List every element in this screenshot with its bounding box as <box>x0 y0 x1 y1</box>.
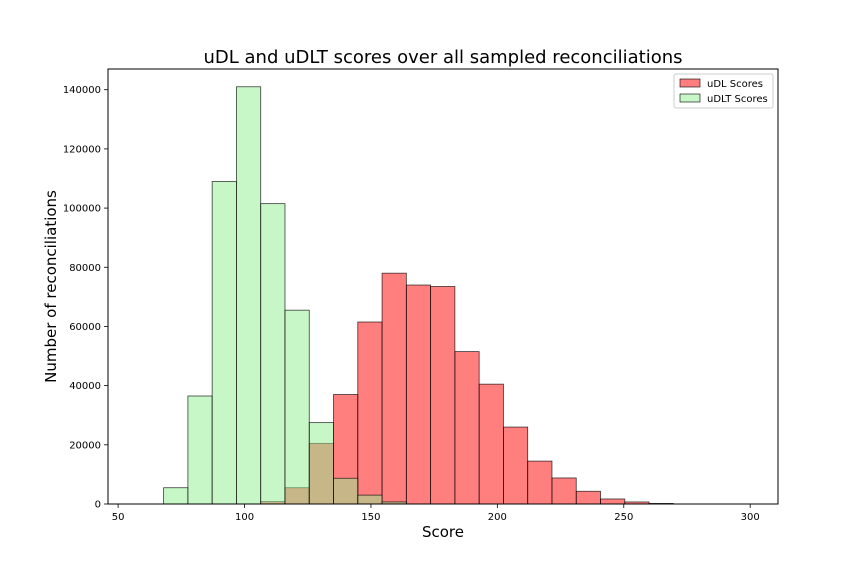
legend-swatch-udl <box>679 78 701 88</box>
bar-udl-scores-14 <box>503 426 529 505</box>
bar-udl-scores-12 <box>454 351 480 505</box>
bars-layer <box>163 86 674 505</box>
bar-udl-scores-9 <box>381 272 407 505</box>
legend-label-udl: uDL Scores <box>707 79 763 90</box>
chart-title: uDL and uDLT scores over all sampled rec… <box>204 47 683 68</box>
x-tick-label: 100 <box>235 512 254 523</box>
y-axis-label: Number of reconciliations <box>42 190 60 383</box>
y-tick-label: 100000 <box>63 204 101 215</box>
y-tick-label: 0 <box>95 500 101 511</box>
legend-swatch-udlt <box>679 93 701 103</box>
bar-udlt-scores-7 <box>333 477 359 505</box>
bar-udl-scores-8 <box>357 321 383 505</box>
bar-udlt-scores-3 <box>236 86 262 505</box>
x-axis-label: Score <box>422 523 464 541</box>
x-tick-label: 300 <box>741 512 760 523</box>
bar-udl-scores-18 <box>600 498 626 505</box>
legend-label-udlt: uDLT Scores <box>707 94 768 105</box>
bar-udlt-scores-4 <box>260 203 286 505</box>
bar-udlt-scores-2 <box>211 181 237 505</box>
x-tick-label: 250 <box>614 512 633 523</box>
plot-frame <box>107 68 779 505</box>
y-axis-ticks: 0 20000 40000 60000 80000 100000 120000 140000 <box>63 85 108 511</box>
y-tick-label: 140000 <box>63 85 101 96</box>
x-axis-ticks: 50 100 150 200 250 300 <box>112 504 760 523</box>
bar-udlt-scores-5 <box>284 309 310 505</box>
y-tick-label: 60000 <box>69 322 101 333</box>
y-tick-label: 80000 <box>69 263 101 274</box>
bar-udl-scores-10 <box>405 284 432 505</box>
y-tick-label: 40000 <box>69 381 101 392</box>
bar-udlt-scores-6 <box>308 422 334 505</box>
x-tick-label: 50 <box>112 512 125 523</box>
bar-udl-scores-13 <box>478 383 504 505</box>
x-tick-label: 150 <box>361 512 380 523</box>
y-tick-label: 120000 <box>63 144 101 155</box>
bar-udlt-scores-0 <box>163 487 189 505</box>
bar-udl-scores-16 <box>551 477 577 505</box>
bar-udlt-scores-8 <box>357 494 383 505</box>
bar-udlt-scores-1 <box>187 395 213 505</box>
bar-udl-scores-11 <box>430 286 456 505</box>
y-tick-label: 20000 <box>69 440 101 451</box>
bar-udl-scores-17 <box>575 490 601 505</box>
legend: uDL Scores uDLT Scores <box>673 73 774 109</box>
x-tick-label: 200 <box>488 512 507 523</box>
bar-udl-scores-15 <box>527 460 553 505</box>
